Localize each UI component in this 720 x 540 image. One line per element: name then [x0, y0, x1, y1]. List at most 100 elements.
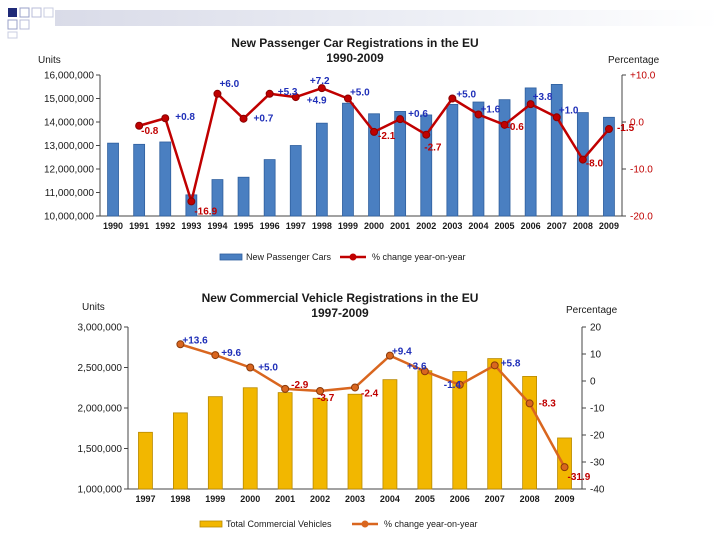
- chart-subtitle: 1997-2009: [311, 306, 369, 320]
- data-label: -16.9: [194, 206, 217, 217]
- right-tick-label: -20: [590, 431, 605, 442]
- bar: [159, 141, 172, 217]
- x-tick-label: 2008: [573, 221, 593, 231]
- pct-change-point: [213, 89, 222, 98]
- data-label: -8.3: [539, 398, 557, 409]
- data-label: -1.5: [617, 123, 635, 134]
- x-tick-label: 2006: [450, 494, 470, 504]
- left-tick-label: 16,000,000: [44, 71, 94, 82]
- x-tick-label: 2006: [521, 221, 541, 231]
- corner-square: [19, 19, 30, 30]
- bar: [315, 122, 328, 217]
- right-tick-label: 10: [590, 350, 602, 361]
- data-label: +6.0: [219, 79, 239, 90]
- bar: [452, 371, 468, 490]
- left-axis-label: Units: [82, 302, 105, 313]
- right-tick-label: -10: [590, 404, 605, 415]
- bar: [289, 145, 302, 217]
- left-tick-label: 11,000,000: [45, 188, 95, 199]
- data-label: -0.6: [507, 122, 525, 133]
- pct-change-point: [291, 93, 300, 102]
- left-tick-label: 1,500,000: [78, 444, 123, 455]
- x-tick-label: 1999: [338, 221, 358, 231]
- pct-change-point: [422, 130, 431, 139]
- left-tick-label: 2,000,000: [78, 404, 123, 415]
- x-tick-label: 1997: [286, 221, 306, 231]
- left-tick-label: 10,000,000: [44, 212, 94, 223]
- bar: [172, 412, 188, 490]
- data-label: +5.3: [278, 87, 298, 98]
- pct-change-point: [317, 84, 326, 93]
- data-label: +7.2: [310, 76, 330, 87]
- x-tick-label: 2001: [390, 221, 410, 231]
- pct-change-point: [474, 110, 483, 119]
- left-tick-label: 15,000,000: [44, 94, 94, 105]
- right-tick-label: -40: [590, 485, 605, 496]
- data-label: +9.6: [221, 348, 241, 359]
- x-tick-label: 1997: [135, 494, 155, 504]
- pct-change-point: [351, 383, 359, 392]
- bar: [498, 99, 511, 217]
- x-tick-label: 1998: [312, 221, 332, 231]
- x-tick-label: 2009: [599, 221, 619, 231]
- pct-change-point: [316, 386, 325, 395]
- data-label: +0.8: [175, 112, 195, 123]
- x-tick-label: 2000: [240, 494, 260, 504]
- bar: [522, 376, 538, 490]
- corner-decoration: [0, 0, 80, 40]
- passenger-car-chart: New Passenger Car Registrations in the E…: [38, 36, 660, 262]
- pct-change-point: [396, 115, 405, 124]
- corner-square: [7, 31, 18, 39]
- commercial-vehicle-chart: New Commercial Vehicle Registrations in …: [78, 291, 618, 529]
- x-tick-label: 1993: [181, 221, 201, 231]
- pct-change-point: [448, 94, 457, 103]
- corner-squares: [7, 7, 54, 39]
- pct-change-point: [525, 399, 534, 408]
- pct-change-point: [385, 351, 394, 360]
- data-label: +9.4: [392, 347, 412, 358]
- x-tick-label: 2002: [416, 221, 436, 231]
- right-tick-label: 0: [590, 377, 596, 388]
- left-tick-label: 2,500,000: [78, 363, 123, 374]
- pct-change-point: [370, 127, 379, 136]
- x-tick-label: 2005: [415, 494, 435, 504]
- pct-change-point: [161, 114, 170, 123]
- x-tick-label: 1999: [205, 494, 225, 504]
- pct-change-point: [500, 120, 509, 129]
- pct-change-point: [604, 125, 613, 134]
- data-label: +4.9: [307, 96, 327, 107]
- left-tick-label: 1,000,000: [78, 485, 123, 496]
- bar: [133, 143, 146, 217]
- bar: [382, 379, 398, 490]
- data-label: +5.8: [501, 358, 521, 369]
- bar: [472, 101, 485, 217]
- data-label: -2.1: [378, 131, 396, 142]
- right-tick-label: -20.0: [630, 212, 653, 223]
- bar: [576, 112, 589, 217]
- left-axis-label: Units: [38, 55, 61, 66]
- pct-change-point: [490, 361, 499, 370]
- pct-change-point: [176, 340, 185, 349]
- bar: [420, 114, 433, 217]
- data-label: +5.0: [456, 90, 476, 101]
- pct-change-point: [281, 384, 290, 393]
- data-label: -1.4: [444, 380, 462, 391]
- x-tick-label: 2009: [555, 494, 575, 504]
- x-tick-label: 2003: [345, 494, 365, 504]
- pct-change-line: [180, 343, 566, 468]
- data-label: +1.6: [480, 104, 500, 115]
- bar: [487, 358, 503, 490]
- right-tick-label: 0.0: [630, 118, 644, 129]
- legend-line-label: % change year-on-year: [384, 519, 478, 529]
- pct-change-point: [135, 121, 144, 130]
- data-label: -3.7: [317, 393, 335, 404]
- pct-change-point: [239, 114, 248, 123]
- pct-change-point: [578, 155, 587, 164]
- x-tick-label: 2000: [364, 221, 384, 231]
- header-band: [55, 10, 720, 26]
- data-label: -2.7: [424, 143, 442, 154]
- bar: [446, 103, 459, 217]
- corner-square: [19, 7, 30, 18]
- x-tick-label: 2002: [310, 494, 330, 504]
- right-axis-label: Percentage: [608, 55, 660, 66]
